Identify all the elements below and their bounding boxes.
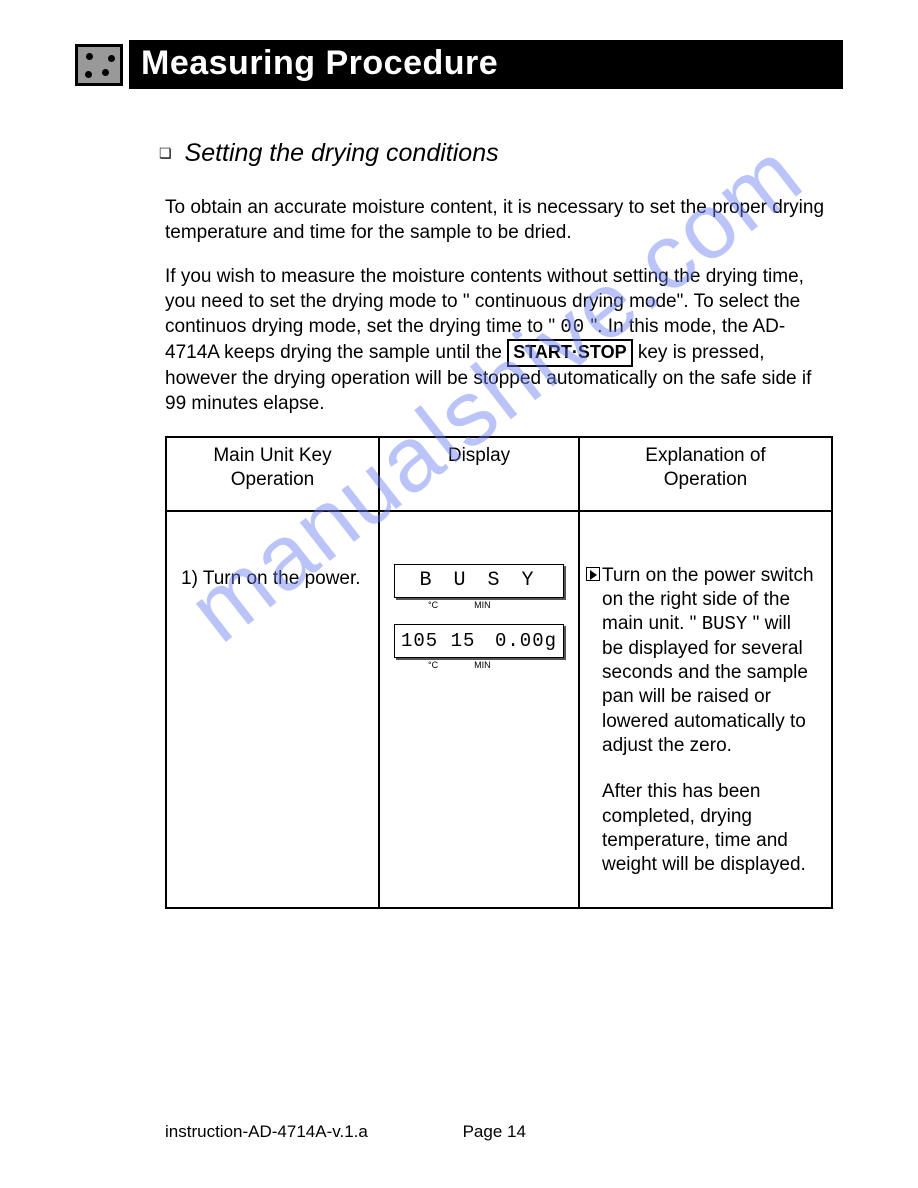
- lcd-display-1: B U S Y: [394, 564, 564, 598]
- footer-page: Page 14: [463, 1122, 526, 1141]
- label-min-1: MIN: [474, 600, 491, 610]
- section-subtitle: ❏ Setting the drying conditions: [159, 139, 833, 168]
- lcd-labels-1: °C MIN: [394, 600, 564, 610]
- label-celsius-1: °C: [428, 600, 438, 610]
- lcd-labels-2: °C MIN: [394, 660, 564, 670]
- procedure-table: Main Unit Key Operation Display Explanat…: [165, 436, 833, 909]
- paragraph-2: If you wish to measure the moisture cont…: [165, 265, 833, 416]
- expl-p2: After this has been completed, drying te…: [602, 780, 817, 877]
- subtitle-text: Setting the drying conditions: [185, 139, 499, 167]
- footer-doc: instruction-AD-4714A-v.1.a: [165, 1122, 368, 1141]
- header-title: Measuring Procedure: [129, 40, 843, 89]
- cell-display: B U S Y °C MIN 105 15 0.00g °C MIN: [379, 511, 579, 909]
- footer: instruction-AD-4714A-v.1.a Page 14: [165, 1122, 526, 1142]
- lcd-display-2: 105 15 0.00g: [394, 624, 564, 658]
- header-c3a: Explanation of: [645, 445, 765, 466]
- procedure-icon: [75, 44, 123, 86]
- header-c1a: Main Unit Key: [213, 445, 331, 466]
- lcd2-left: 105 15: [401, 630, 475, 652]
- header-display: Display: [379, 437, 579, 511]
- header-explanation: Explanation of Operation: [579, 437, 832, 511]
- header-operation: Main Unit Key Operation: [166, 437, 379, 511]
- paragraph-1: To obtain an accurate moisture content, …: [165, 196, 833, 245]
- label-celsius-2: °C: [428, 660, 438, 670]
- bullet-icon: ❏: [159, 145, 172, 161]
- segment-busy: BUSY: [702, 613, 748, 635]
- segment-00: 00: [560, 316, 585, 338]
- lcd2-right: 0.00g: [495, 630, 557, 652]
- cell-operation: 1) Turn on the power.: [166, 511, 379, 909]
- header-bar: Measuring Procedure: [75, 40, 843, 89]
- explanation-text: Turn on the power switch on the right si…: [602, 564, 817, 878]
- header-c3b: Operation: [664, 469, 747, 490]
- table-header-row: Main Unit Key Operation Display Explanat…: [166, 437, 832, 511]
- cell-explanation: Turn on the power switch on the right si…: [579, 511, 832, 909]
- table-row: 1) Turn on the power. B U S Y °C MIN 105…: [166, 511, 832, 909]
- start-stop-key: START·STOP: [507, 339, 632, 366]
- expl-p1: Turn on the power switch on the right si…: [602, 564, 817, 759]
- header-c1b: Operation: [231, 469, 314, 490]
- label-min-2: MIN: [474, 660, 491, 670]
- content: ❏ Setting the drying conditions To obtai…: [75, 139, 843, 909]
- play-icon: [586, 567, 600, 581]
